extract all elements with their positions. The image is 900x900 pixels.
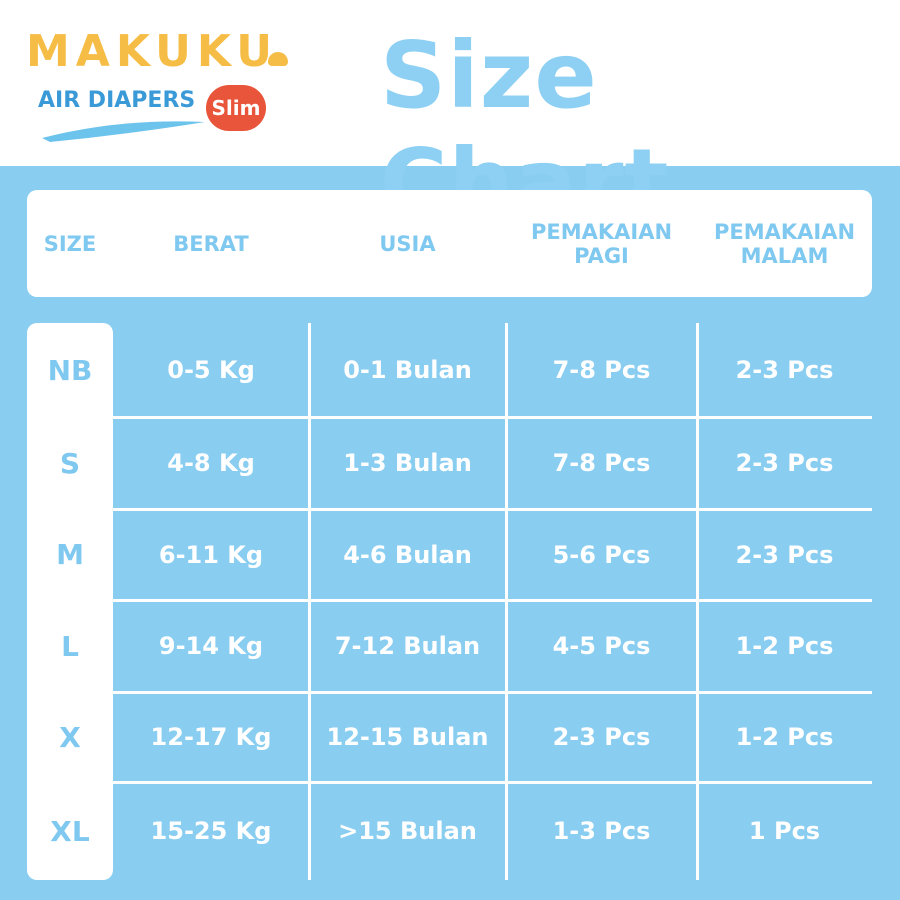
size-label: X <box>59 720 81 754</box>
table-cell: 15-25 Kg <box>150 817 272 845</box>
table-cell: 7-8 Pcs <box>552 449 651 477</box>
size-label: S <box>59 446 81 480</box>
table-cell: 1-3 Pcs <box>552 817 651 845</box>
column-header: BERAT <box>173 231 249 256</box>
size-label: L <box>61 629 79 663</box>
table-cell: 1 Pcs <box>748 817 821 845</box>
row-divider <box>113 416 872 419</box>
brand-dot <box>268 52 288 66</box>
table-cell: 2-3 Pcs <box>552 723 651 751</box>
table-cell: 12-15 Bulan <box>326 723 489 751</box>
row-divider <box>113 781 872 784</box>
badge: Slim <box>206 85 266 131</box>
table-cell: 12-17 Kg <box>150 723 272 751</box>
table-cell: 0-5 Kg <box>167 356 255 384</box>
column-header: PEMAKAIAN MALAM <box>713 219 856 268</box>
feather-swoosh <box>42 121 205 142</box>
row-divider <box>113 599 872 602</box>
size-label: NB <box>47 353 93 387</box>
table-cell: 7-8 Pcs <box>552 356 651 384</box>
table-cell: 6-11 Kg <box>158 540 264 569</box>
column-header: SIZE <box>43 231 97 256</box>
table-cell: 2-3 Pcs <box>735 356 834 384</box>
table-cell: 4-5 Pcs <box>552 632 651 660</box>
table-cell: 1-2 Pcs <box>735 723 834 751</box>
table-cell: 4-8 Kg <box>167 449 255 477</box>
brand: MAKUKU <box>26 26 278 77</box>
table-cell: 0-1 Bulan <box>343 356 472 384</box>
table-cell: 1-3 Bulan <box>343 449 472 477</box>
table-cell: 2-3 Pcs <box>735 449 834 477</box>
size-column-box <box>27 323 113 880</box>
table-cell: >15 Bulan <box>338 817 477 845</box>
table-cell: 5-6 Pcs <box>552 540 651 569</box>
row-divider <box>113 508 872 511</box>
product-name: AIR DIAPERS <box>38 88 196 113</box>
row-divider <box>113 691 872 694</box>
column-header: USIA <box>379 231 436 256</box>
table-cell: 1-2 Pcs <box>735 632 834 660</box>
table-cell: 4-6 Bulan <box>343 540 472 569</box>
size-label: XL <box>50 814 90 848</box>
table-cell: 2-3 Pcs <box>735 540 834 569</box>
size-label: M <box>56 538 84 571</box>
table-cell: 7-12 Bulan <box>334 632 481 660</box>
header-box <box>27 190 872 297</box>
column-header: PEMAKAIAN PAGI <box>530 219 673 268</box>
table-cell: 9-14 Kg <box>158 632 264 660</box>
